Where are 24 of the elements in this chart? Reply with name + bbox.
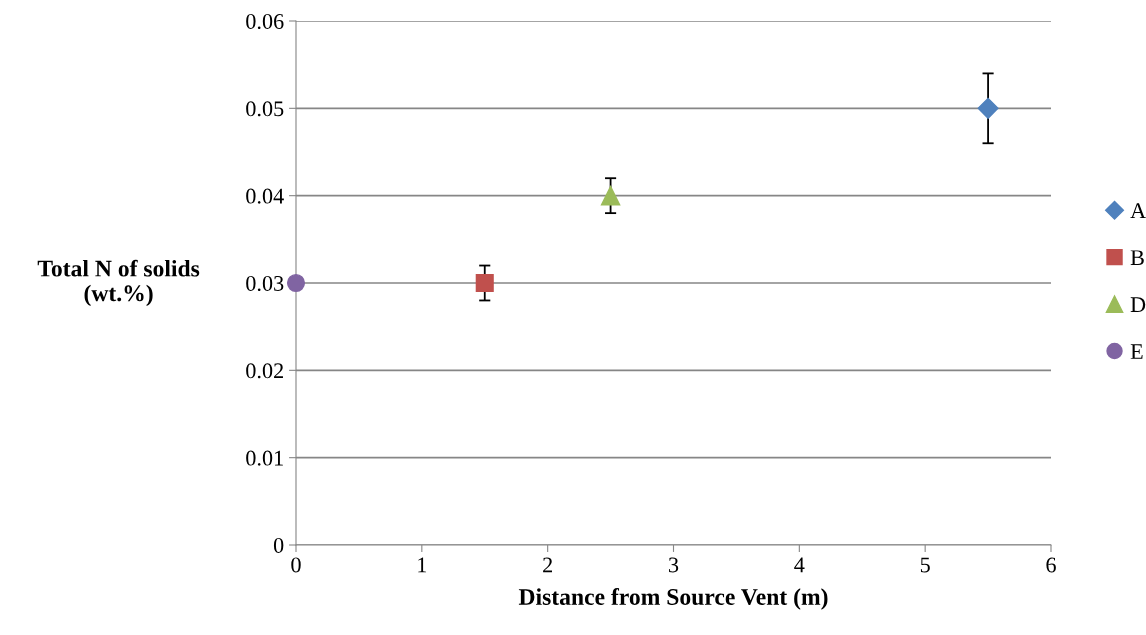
y-tick-label: 0.05 — [246, 101, 284, 117]
x-tick-label: 1 — [418, 557, 427, 573]
point — [600, 185, 621, 206]
legend-label: E — [1130, 344, 1143, 359]
point — [977, 97, 999, 119]
x-tick-label: 0 — [291, 557, 301, 573]
x-tick-label: 5 — [920, 557, 930, 573]
y-tick-label: 0.04 — [246, 188, 284, 204]
point — [286, 273, 306, 293]
x-tick-label: 6 — [1046, 557, 1056, 573]
y-tick-label: 0.03 — [246, 275, 284, 292]
x-tick-label: 3 — [669, 557, 679, 573]
point — [475, 273, 494, 293]
legend-label: A — [1130, 203, 1146, 218]
y-tick-label: 0.06 — [246, 13, 284, 30]
x-tick-label: 4 — [794, 557, 805, 573]
y-axis-title: Total N of solids (wt.%) — [37, 259, 200, 307]
x-axis-title: Distance from Source Vent (m) — [518, 588, 828, 610]
y-tick-label: 0.01 — [246, 450, 283, 466]
x-tick-label: 2 — [543, 557, 552, 573]
y-tick-label: 0.02 — [246, 363, 283, 379]
legend-label: B — [1130, 250, 1144, 265]
legend-label: D — [1130, 297, 1146, 312]
y-tick-label: 0 — [273, 537, 284, 553]
